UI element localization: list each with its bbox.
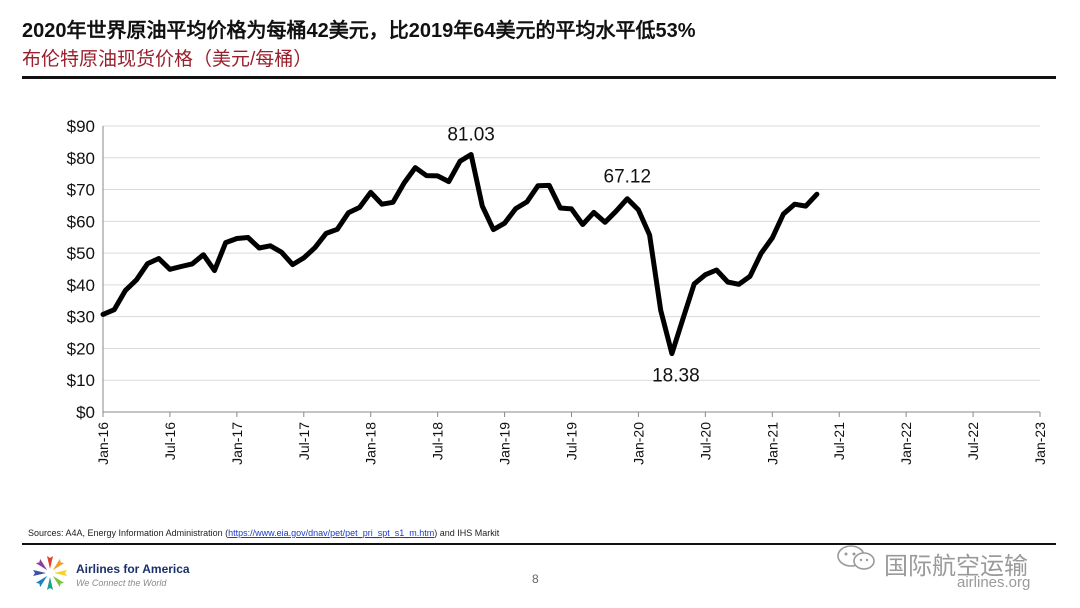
y-tick-label: $60 (67, 212, 95, 231)
sources-suffix: ) and IHS Markit (434, 528, 500, 538)
page-title: 2020年世界原油平均价格为每桶42美元，比2019年64美元的平均水平低53% (22, 20, 696, 42)
brand-tagline: We Connect the World (76, 578, 167, 588)
data-label: 68.53 (818, 0, 866, 5)
x-tick-label: Jul-19 (564, 422, 580, 460)
y-tick-label: $70 (67, 181, 95, 200)
x-tick-label: Jan-23 (1032, 422, 1048, 465)
y-tick-label: $30 (67, 308, 95, 327)
bottom-divider (22, 543, 1056, 545)
wechat-icon (837, 545, 875, 570)
annotation-layer: 81.03 67.12 18.38 68.53 (447, 0, 865, 387)
brand-name: Airlines for America (76, 562, 190, 576)
x-axis-ticks: Jan-16 Jul-16 Jan-17 Jul-17 Jan-18 Jul-18 Jan-… (95, 412, 1048, 465)
x-tick-label: Jan-22 (898, 422, 914, 465)
data-label: 18.38 (652, 366, 700, 387)
series-layer (100, 152, 820, 357)
top-divider (22, 76, 1056, 79)
gridlines (103, 125, 1040, 381)
x-tick-label: Jul-17 (296, 422, 312, 460)
x-tick-label: Jul-16 (162, 422, 178, 460)
x-tick-label: Jan-17 (229, 422, 245, 465)
sources-note: Sources: A4A, Energy Information Adminis… (28, 528, 499, 538)
brent-price-line (100, 152, 820, 357)
sources-prefix: Sources: A4A, Energy Information Adminis… (28, 528, 229, 538)
y-tick-label: $80 (67, 149, 95, 168)
watermark-site: airlines.org (957, 574, 1031, 591)
airlines-logo-icon (33, 556, 67, 590)
x-tick-label: Jul-20 (697, 422, 713, 460)
data-label: 67.12 (604, 167, 652, 188)
chart-subtitle: 布伦特原油现货价格（美元/每桶） (22, 49, 313, 70)
price-line-chart: $0 $10 $20 $30 $40 $50 $60 $70 $80 $90 Jan-16 Jul-… (67, 0, 1048, 465)
sources-link[interactable]: https://www.eia.gov/dnav/pet/pet_pri_spt… (228, 528, 435, 538)
x-tick-label: Jul-22 (965, 422, 981, 460)
y-tick-label: $20 (67, 339, 95, 358)
axes (102, 126, 1040, 413)
x-tick-label: Jan-18 (363, 422, 379, 465)
x-tick-label: Jan-16 (95, 422, 111, 465)
x-tick-label: Jul-21 (831, 422, 847, 460)
y-tick-label: $10 (67, 371, 95, 390)
x-tick-label: Jan-21 (764, 422, 780, 465)
x-tick-label: Jan-19 (497, 422, 513, 465)
y-tick-label: $0 (76, 403, 95, 422)
page-number: 8 (532, 572, 539, 586)
watermark-text: 国际航空运输 (884, 553, 1028, 580)
y-tick-label: $90 (67, 117, 95, 136)
x-tick-label: Jul-18 (430, 422, 446, 460)
y-tick-label: $50 (67, 244, 95, 263)
y-axis-ticks: $0 $10 $20 $30 $40 $50 $60 $70 $80 $90 (67, 117, 95, 422)
y-tick-label: $40 (67, 276, 95, 295)
x-tick-label: Jan-20 (630, 422, 646, 465)
data-label: 81.03 (447, 125, 495, 146)
